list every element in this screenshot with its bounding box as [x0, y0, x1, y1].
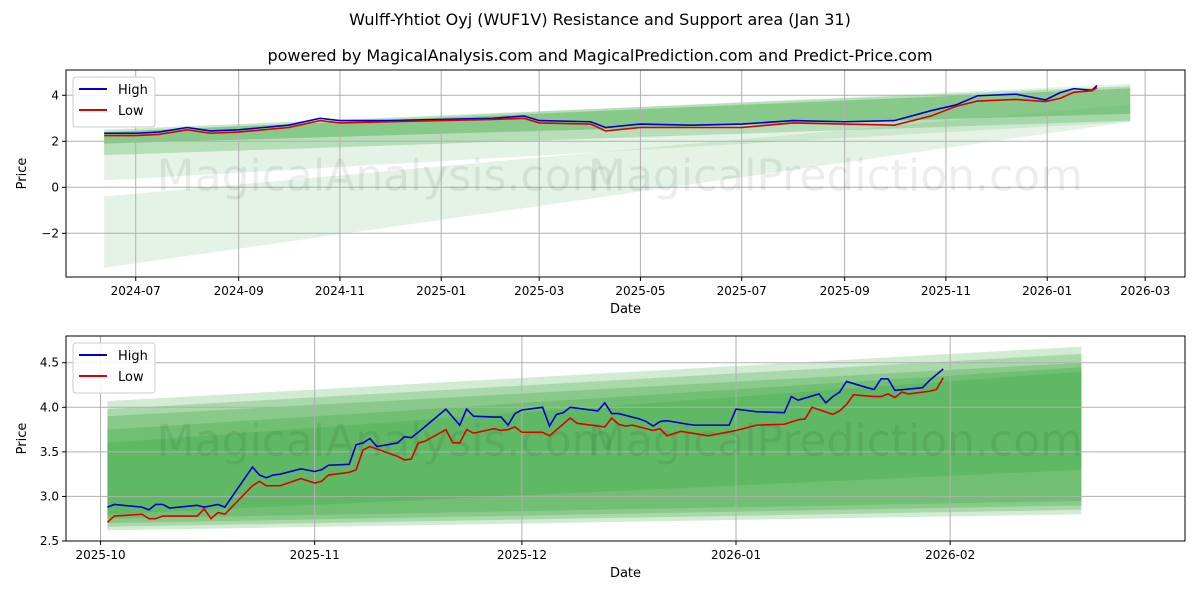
watermark: MagicalAnalysis.com: [157, 151, 615, 202]
series-line-low: [104, 87, 1098, 137]
legend-label-low: Low: [118, 370, 144, 385]
x-tick-label: 2025-12: [497, 548, 547, 562]
legend-label-high: High: [118, 83, 148, 98]
y-axis-label: Price: [15, 158, 30, 190]
support-resistance-band: [104, 83, 1131, 181]
chart-title: Wulff-Yhtiot Oyj (WUF1V) Resistance and …: [349, 10, 851, 29]
support-resistance-band: [107, 353, 1082, 527]
y-tick-label: −2: [41, 226, 59, 240]
support-resistance-band: [104, 88, 1131, 144]
watermark: MagicalAnalysis.com: [157, 416, 615, 467]
x-tick-label: 2024-11: [315, 284, 365, 298]
chart-subtitle: powered by MagicalAnalysis.com and Magic…: [267, 46, 933, 65]
y-tick-label: 4: [51, 88, 59, 102]
chart-2: 2.5 3.0 3.5 4.0 4.5 2025-10 2025-11 2025-12 2026…: [15, 335, 1186, 581]
x-tick-label: 2025-01: [416, 284, 466, 298]
support-resistance-band: [107, 362, 1082, 524]
y-axis-label: Price: [15, 423, 30, 455]
watermark: MagicalPrediction.com: [588, 416, 1083, 467]
y-tick-label: 3.5: [40, 445, 59, 459]
x-tick-label: 2024-07: [111, 284, 161, 298]
plot-frame: [65, 335, 1186, 542]
x-tick-label: 2025-11: [290, 548, 340, 562]
y-tick-label: 4.5: [40, 356, 59, 370]
y-tick-label: 2: [51, 134, 59, 148]
x-tick-label: 2024-09: [214, 284, 264, 298]
watermark: MagicalPrediction.com: [588, 151, 1083, 202]
series-line-high: [104, 84, 1098, 135]
y-tick-label: 2.5: [40, 534, 59, 548]
chart-1: −2 0 2 4 2024-07 2024-09 2024-11 2025-01 2025-03…: [15, 69, 1186, 317]
series-line-low: [106, 377, 944, 523]
x-tick-label: 2025-07: [717, 284, 767, 298]
legend-label-high: High: [118, 349, 148, 364]
support-resistance-band: [104, 104, 1131, 268]
legend: High Low: [72, 76, 156, 128]
plot-frame: [65, 69, 1186, 278]
y-tick-label: 0: [51, 180, 59, 194]
y-tick-label: 3.0: [40, 489, 59, 503]
x-tick-label: 2025-11: [921, 284, 971, 298]
x-tick-label: 2026-02: [925, 548, 975, 562]
support-resistance-band: [107, 367, 1082, 519]
x-tick-label: 2025-05: [615, 284, 665, 298]
x-tick-label: 2026-01: [1022, 284, 1072, 298]
x-axis-label: Date: [610, 302, 641, 317]
x-tick-label: 2025-03: [514, 284, 564, 298]
x-axis-label: Date: [610, 566, 641, 581]
legend-label-low: Low: [118, 104, 144, 119]
support-resistance-band: [104, 86, 1131, 156]
x-tick-label: 2026-01: [711, 548, 761, 562]
y-tick-label: 4.0: [40, 400, 59, 414]
x-tick-label: 2025-09: [820, 284, 870, 298]
legend: High Low: [72, 342, 156, 394]
x-tick-label: 2026-03: [1120, 284, 1170, 298]
series-line-high: [107, 368, 944, 511]
x-tick-label: 2025-10: [75, 548, 125, 562]
